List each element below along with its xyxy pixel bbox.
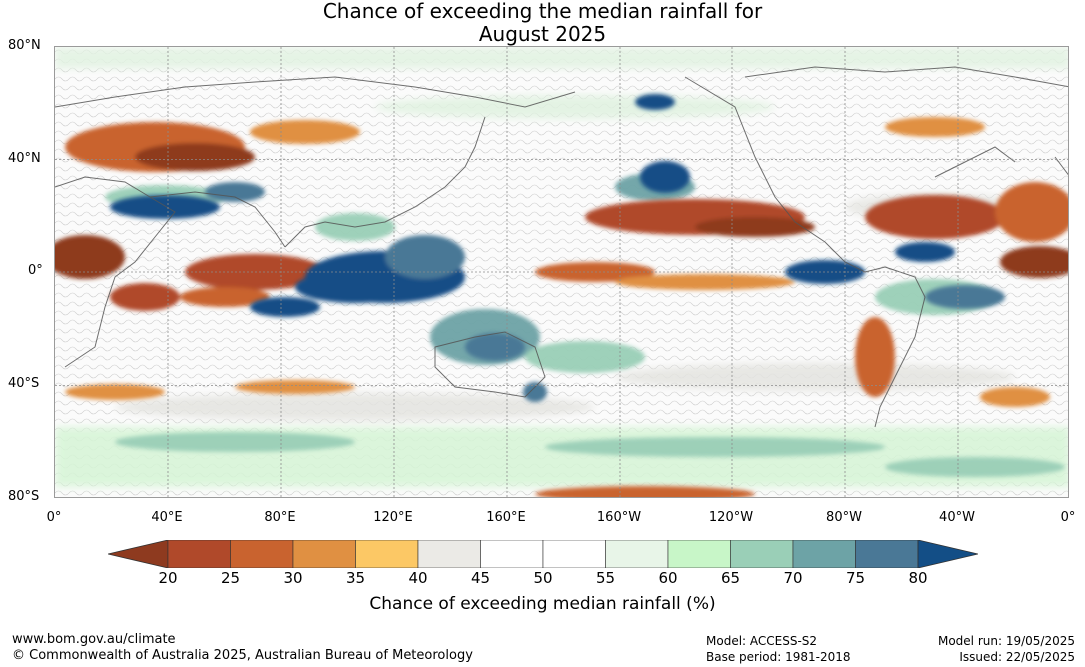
website-link[interactable]: www.bom.gov.au/climate: [12, 632, 176, 647]
lat-label-equator: 0°: [28, 263, 43, 278]
colorbar-segment: [292, 540, 356, 568]
model-name: Model: ACCESS-S2: [706, 634, 818, 648]
lon-label-120e: 120°E: [373, 510, 413, 525]
map-title-line1: Chance of exceeding the median rainfall …: [322, 0, 763, 23]
colorbar-tick-label: 70: [783, 569, 803, 587]
colorbar-tick-label: 50: [533, 569, 553, 587]
model-run-date: Model run: 19/05/2025: [937, 634, 1075, 648]
colorbar-tick-label: 25: [220, 569, 241, 587]
lon-label-160e: 160°E: [486, 510, 526, 525]
colorbar-tick-label: 55: [595, 569, 616, 587]
lon-label-80w: 80°W: [826, 510, 862, 525]
colorbar-segment: [792, 540, 856, 568]
colorbar-segment: [230, 540, 294, 568]
colorbar-tick-label: 60: [658, 569, 678, 587]
lon-label-40w: 40°W: [939, 510, 975, 525]
lat-label-80s: 80°S: [8, 489, 40, 504]
colorbar-tick-label: 30: [283, 569, 303, 587]
colorbar-segment: [542, 540, 606, 568]
colorbar-segment: [355, 540, 419, 568]
colorbar-tick-label: 35: [345, 569, 366, 587]
map-title-line2: August 2025: [478, 22, 607, 46]
lon-label-0-right: 0°: [1060, 510, 1076, 525]
colorbar-segment: [855, 540, 919, 568]
coastlines: [55, 66, 1068, 428]
colorbar-tick-label: 65: [720, 569, 741, 587]
colorbar-low-arrow: [108, 540, 169, 568]
lat-label-80n: 80°N: [8, 38, 41, 53]
colorbar-segment: [167, 540, 231, 568]
map-canvas: [55, 47, 1068, 497]
colorbar-tick-label: 80: [908, 569, 928, 587]
colorbar-title: Chance of exceeding median rainfall (%): [369, 594, 716, 614]
lat-label-40s: 40°S: [8, 376, 40, 391]
copyright-text: © Commonwealth of Australia 2025, Austra…: [12, 648, 473, 663]
colorbar-segment: [480, 540, 544, 568]
lon-label-160w: 160°W: [596, 510, 642, 525]
colorbar-segment: [667, 540, 731, 568]
lat-label-40n: 40°N: [8, 151, 41, 166]
colorbar-segment: [730, 540, 794, 568]
colorbar-tick-label: 45: [470, 569, 491, 587]
colorbar: [108, 540, 978, 568]
rainfall-probability-map: [54, 46, 1069, 498]
lon-label-80e: 80°E: [264, 510, 296, 525]
lon-label-0-left: 0°: [46, 510, 62, 525]
colorbar-tick-label: 20: [158, 569, 178, 587]
lon-label-120w: 120°W: [708, 510, 754, 525]
colorbar-tick-label: 75: [845, 569, 866, 587]
colorbar-segment: [417, 540, 481, 568]
colorbar-segment: [605, 540, 669, 568]
lon-label-40e: 40°E: [151, 510, 183, 525]
issued-date: Issued: 22/05/2025: [959, 650, 1075, 664]
colorbar-high-arrow: [917, 540, 978, 568]
map-title: Chance of exceeding the median rainfall …: [0, 0, 1085, 46]
base-period: Base period: 1981-2018: [706, 650, 851, 664]
graticule: [55, 47, 1068, 497]
colorbar-tick-label: 40: [408, 569, 428, 587]
much-wetter-regions: [110, 94, 1005, 402]
